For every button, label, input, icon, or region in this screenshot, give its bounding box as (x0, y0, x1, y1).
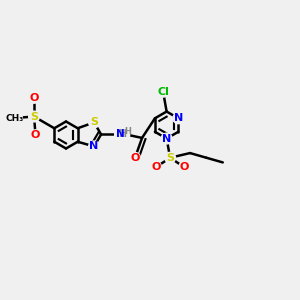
Text: S: S (30, 112, 38, 122)
Text: O: O (29, 93, 39, 103)
Text: CH₃: CH₃ (5, 113, 23, 122)
Text: H: H (124, 127, 131, 136)
Circle shape (115, 127, 130, 142)
Text: O: O (152, 162, 161, 172)
Text: N: N (89, 141, 99, 152)
Circle shape (165, 152, 176, 163)
Circle shape (151, 162, 161, 172)
Text: N: N (174, 113, 183, 123)
Circle shape (89, 117, 100, 128)
Circle shape (28, 111, 39, 122)
Circle shape (179, 162, 190, 172)
Text: N: N (162, 134, 171, 144)
Text: H: H (118, 129, 126, 140)
Circle shape (89, 141, 100, 152)
Circle shape (158, 86, 169, 97)
Text: S: S (90, 117, 98, 128)
Text: N: N (116, 129, 124, 140)
Circle shape (28, 92, 39, 103)
Circle shape (30, 130, 41, 141)
Text: Cl: Cl (157, 87, 169, 97)
Circle shape (6, 110, 22, 126)
Circle shape (161, 133, 172, 144)
Text: S: S (166, 153, 174, 163)
Circle shape (117, 129, 128, 140)
Circle shape (173, 113, 184, 124)
Text: O: O (31, 130, 40, 140)
Text: O: O (179, 162, 189, 172)
Circle shape (130, 152, 140, 163)
Text: O: O (130, 153, 140, 163)
